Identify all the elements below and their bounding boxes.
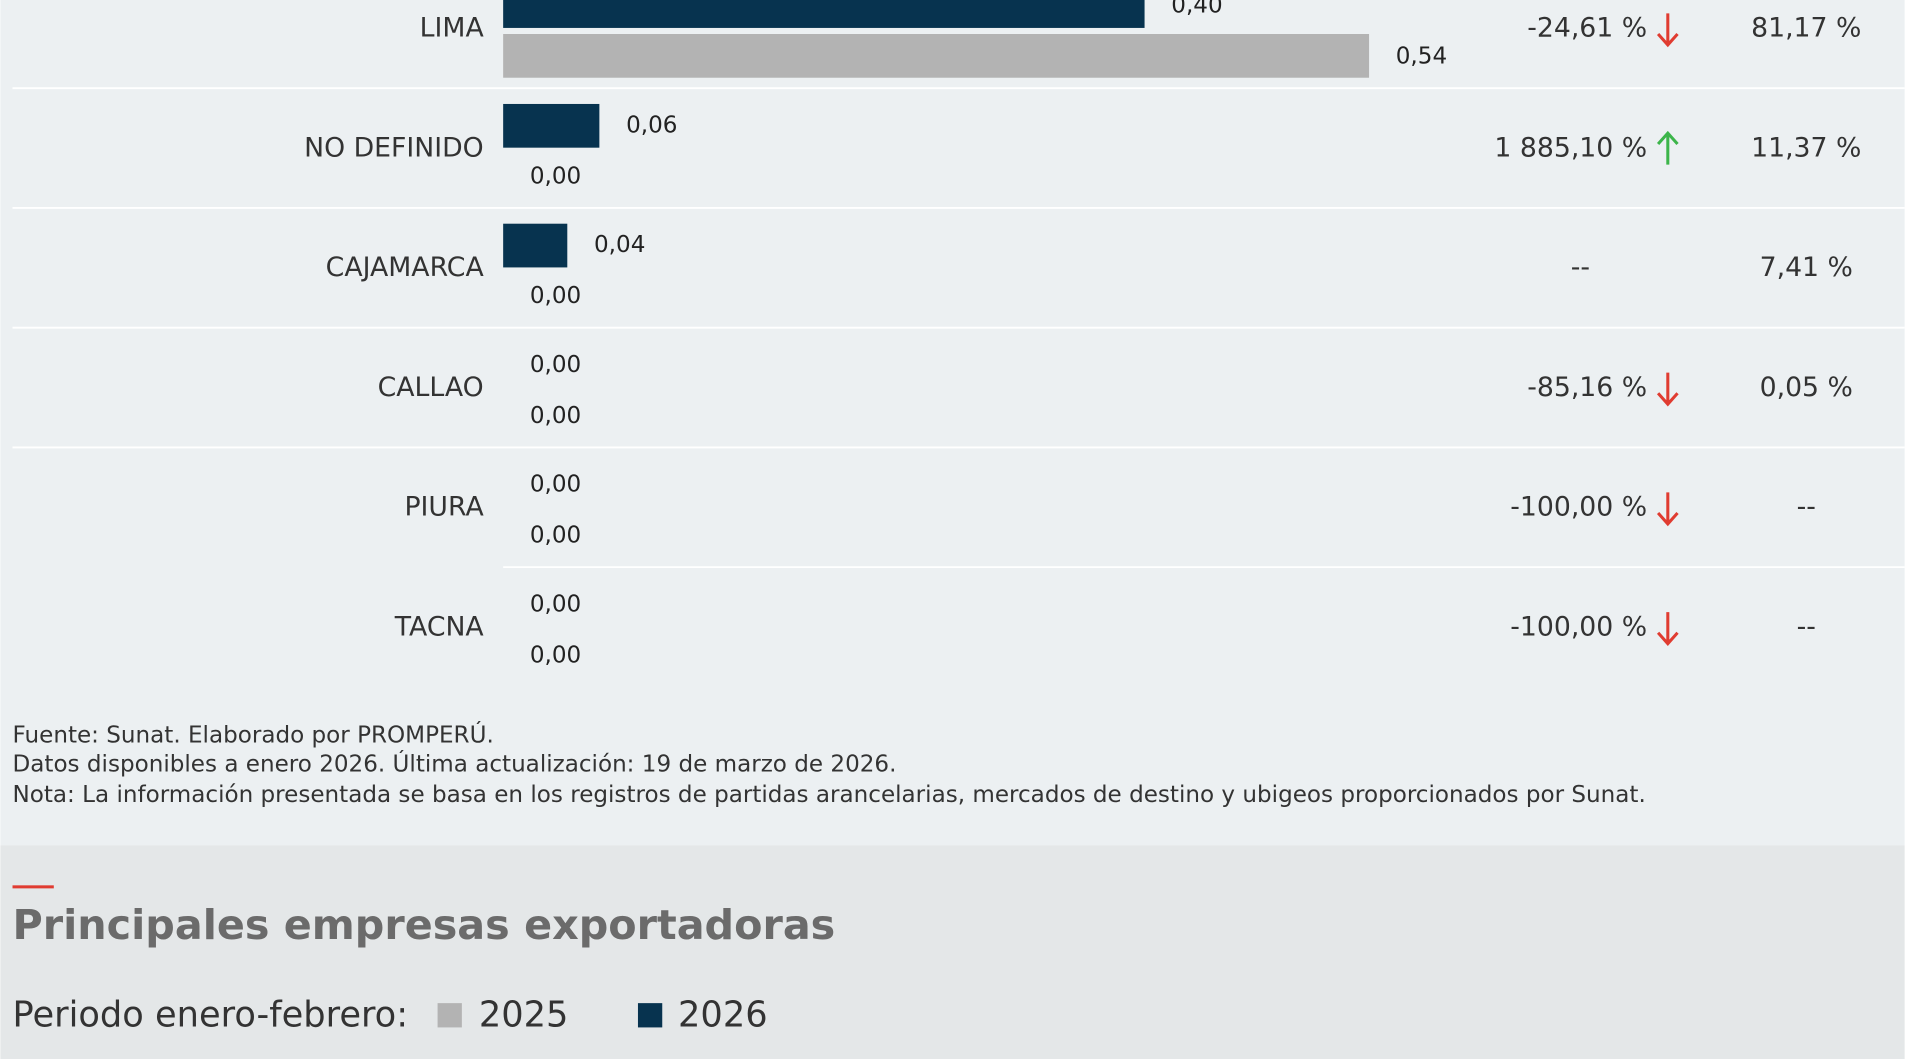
share: -- [1797, 611, 1816, 642]
variation: -24,61 % [1527, 13, 1647, 44]
variation: -- [1571, 252, 1590, 283]
bar-2025 [503, 34, 1370, 78]
value-label-2025: 0,00 [530, 163, 581, 189]
variation: -85,16 % [1527, 372, 1647, 403]
chart-background [0, 0, 1905, 846]
note: Fuente: Sunat. Elaborado por PROMPERÚ. [13, 720, 494, 748]
period-label: Periodo enero-febrero: [13, 994, 409, 1035]
value-label-2026: 0,00 [530, 352, 581, 378]
value-label-2026: 0,40 [1171, 0, 1222, 19]
bar-2026 [503, 223, 568, 268]
legend-label: 2025 [479, 994, 569, 1035]
trend-arrow [1656, 612, 1679, 646]
bar-2026 [503, 0, 1145, 28]
value-label-2025: 0,00 [530, 283, 581, 309]
region-label: PIURA [404, 492, 484, 523]
variation: -100,00 % [1510, 611, 1647, 642]
legend-label: 2026 [678, 994, 768, 1035]
share: -- [1797, 492, 1816, 523]
value-label-2026: 0,00 [530, 591, 581, 617]
variation: -100,00 % [1510, 492, 1647, 523]
value-label-2026: 0,00 [530, 472, 581, 498]
bar-2026 [503, 103, 600, 148]
value-label-2025: 0,00 [530, 642, 581, 668]
variation: 1 885,10 % [1494, 132, 1647, 163]
value-label-2025: 0,54 [1396, 44, 1447, 70]
share: 11,37 % [1751, 132, 1861, 163]
share: 0,05 % [1760, 372, 1853, 403]
share: 81,17 % [1751, 13, 1861, 44]
region-label: NO DEFINIDO [304, 132, 484, 163]
note: Datos disponibles a enero 2026. Última a… [13, 750, 897, 778]
value-label-2026: 0,04 [594, 232, 645, 258]
value-label-2025: 0,00 [530, 403, 581, 429]
trend-arrow [1656, 372, 1679, 407]
value-label-2025: 0,00 [530, 523, 581, 549]
trend-arrow [1656, 130, 1679, 165]
share: 7,41 % [1760, 252, 1853, 283]
region-label: CALLAO [378, 372, 484, 403]
region-label: CAJAMARCA [326, 252, 485, 283]
trend-arrow [1656, 492, 1679, 527]
accent-line [12, 885, 54, 889]
legend-swatch [437, 1003, 462, 1028]
value-label-2026: 0,06 [626, 112, 677, 138]
region-label: LIMA [420, 13, 485, 44]
region-label: TACNA [394, 611, 485, 642]
note: Nota: La información presentada se basa … [13, 782, 1646, 808]
section-title: Principales empresas exportadoras [13, 901, 836, 949]
trend-arrow [1656, 13, 1679, 48]
section-background [0, 845, 1905, 1059]
legend-swatch [637, 1003, 663, 1028]
